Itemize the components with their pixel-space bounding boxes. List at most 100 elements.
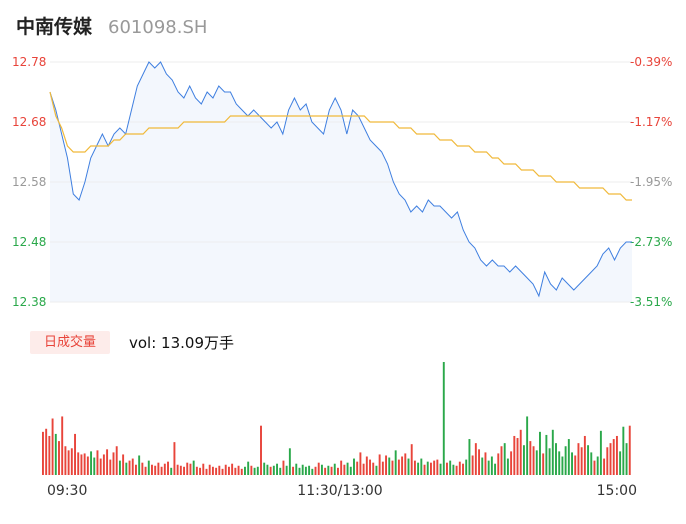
volume-bar <box>622 426 625 475</box>
price-tick-label: 12.68 <box>12 115 46 129</box>
volume-bar <box>237 465 240 475</box>
percent-axis: -0.39% -1.17% -1.95% -2.73% -3.51% <box>630 55 672 309</box>
volume-tab[interactable]: 日成交量 <box>30 331 110 354</box>
volume-bar <box>189 463 192 475</box>
volume-bar <box>503 443 506 475</box>
volume-bar <box>378 454 381 475</box>
volume-bar <box>231 463 234 475</box>
volume-bar <box>372 462 375 475</box>
volume-bar <box>609 443 612 475</box>
volume-bar <box>192 460 195 475</box>
volume-bar <box>330 466 333 475</box>
volume-bar <box>474 443 477 475</box>
volume-bar <box>256 466 259 475</box>
time-tick-label: 11:30/13:00 <box>297 483 382 499</box>
volume-bar <box>144 466 147 475</box>
volume-bar <box>558 451 561 475</box>
volume-bar <box>74 433 76 475</box>
volume-bar <box>606 447 609 475</box>
volume-bar <box>215 467 218 475</box>
volume-bar <box>48 435 51 475</box>
volume-bar <box>234 467 237 475</box>
volume-bar <box>539 431 541 475</box>
volume-bar <box>311 468 314 475</box>
volume-bar <box>298 467 301 475</box>
volume-bar <box>276 463 278 475</box>
volume-bar <box>462 463 464 475</box>
volume-bar <box>391 460 394 475</box>
volume-bar <box>151 464 153 475</box>
volume-bar <box>115 446 118 475</box>
volume-bar <box>250 465 253 475</box>
volume-bar <box>285 465 288 475</box>
volume-bar <box>292 466 295 475</box>
volume-bar <box>436 459 439 475</box>
volume-bar <box>308 465 311 475</box>
volume-bar <box>577 443 580 475</box>
volume-bar <box>266 464 269 475</box>
volume-bar <box>301 464 304 475</box>
volume-bar <box>54 433 57 475</box>
volume-bar <box>340 460 343 475</box>
volume-bar <box>587 445 590 475</box>
volume-bar <box>410 444 413 475</box>
volume-bar <box>522 445 525 475</box>
volume-bar <box>173 442 176 475</box>
volume-bar <box>42 431 44 475</box>
volume-bar <box>487 460 490 475</box>
volume-bar <box>86 456 89 475</box>
volume-bar <box>535 450 538 475</box>
price-line <box>49 61 632 298</box>
volume-bar <box>324 467 327 475</box>
volume-bar <box>388 457 391 475</box>
volume-bar <box>170 467 173 475</box>
volume-bar <box>314 466 317 475</box>
volume-bar <box>516 438 519 475</box>
volume-bar <box>244 466 246 475</box>
volume-bar <box>227 466 230 475</box>
volume-bar <box>429 462 432 475</box>
volume-bar <box>356 461 359 475</box>
volume-bar <box>58 441 60 475</box>
volume-bar <box>61 416 64 475</box>
volume-bar <box>385 455 388 475</box>
volume-bar <box>112 452 115 475</box>
volume-bar <box>497 453 500 475</box>
volume-bar <box>417 462 420 475</box>
volume-bar <box>580 447 583 475</box>
volume-bar <box>147 460 150 475</box>
volume-bar <box>596 456 599 475</box>
volume-bar <box>484 452 487 475</box>
volume-bar <box>279 467 282 475</box>
volume-bar <box>263 462 266 475</box>
volume-bar <box>269 466 272 475</box>
volume-bar <box>439 463 442 475</box>
volume-bar <box>407 458 410 475</box>
price-lines <box>49 61 632 298</box>
volume-bar <box>478 449 481 475</box>
volume-bar <box>128 460 131 475</box>
volume-bar <box>167 461 169 475</box>
volume-bar <box>90 451 93 475</box>
volume-bar <box>346 462 349 475</box>
volume-bar <box>397 459 400 475</box>
volume-bar <box>564 446 567 475</box>
volume-bar <box>272 465 275 475</box>
volume-bar <box>426 461 429 475</box>
volume-bar <box>481 457 484 475</box>
time-tick-label: 09:30 <box>47 483 87 499</box>
average-price-line <box>49 91 632 201</box>
volume-bar <box>532 446 535 475</box>
volume-bar <box>455 465 458 475</box>
volume-bar <box>490 456 493 475</box>
volume-bar <box>260 425 262 475</box>
volume-bar <box>247 461 250 475</box>
volume-bar <box>337 467 339 475</box>
volume-bar <box>548 448 551 475</box>
volume-bar <box>404 453 407 475</box>
volume-bar <box>603 458 606 475</box>
volume-bar <box>240 468 243 475</box>
volume-bar <box>131 458 134 475</box>
volume-bar <box>619 451 622 475</box>
